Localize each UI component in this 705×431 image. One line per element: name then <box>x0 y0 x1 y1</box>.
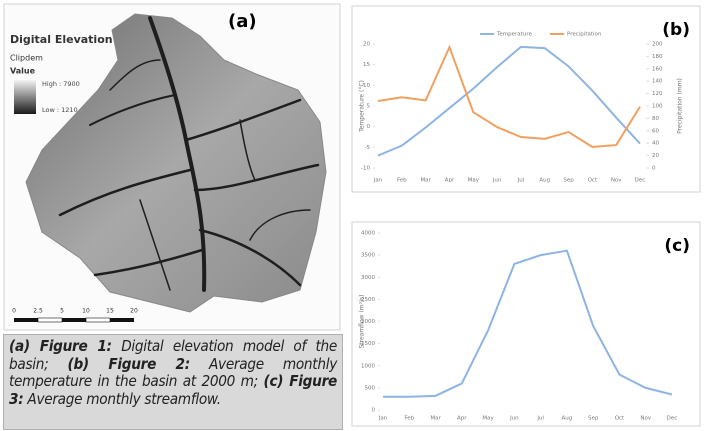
y-tick-label: 5 <box>367 104 371 110</box>
legend-label: Precipitation <box>567 32 602 38</box>
y-tick-label: 500 <box>365 385 376 391</box>
x-tick-label: Apr <box>457 416 467 422</box>
y2-tick-label: 180 <box>652 54 663 60</box>
caption-ref: (a) Figure 1: <box>9 337 112 355</box>
scale-label: 20 <box>130 308 138 315</box>
scale-label: 2.5 <box>33 308 43 315</box>
y-tick-label: 0 <box>367 124 371 130</box>
legend-low: Low : 1210 <box>42 106 78 114</box>
y-tick-label: 20 <box>363 42 370 48</box>
figure-page: (a) Digital Elevation Clipdem Value High… <box>0 0 705 431</box>
y-tick-label: 3500 <box>361 253 375 259</box>
y2-axis-title: Precipitation (mm) <box>677 78 684 134</box>
y-tick-label: -10 <box>361 166 370 172</box>
caption-ref: (b) Figure 2: <box>68 355 190 373</box>
x-tick-label: Feb <box>404 416 414 422</box>
x-tick-label: Aug <box>539 178 550 184</box>
scale-label: 0 <box>12 308 16 315</box>
x-tick-label: May <box>468 178 480 184</box>
y-tick-label: 1000 <box>361 363 375 369</box>
y-tick-label: 15 <box>363 62 370 68</box>
y2-tick-label: 140 <box>652 79 663 85</box>
x-tick-label: Sep <box>563 178 574 184</box>
legend-high: High : 7900 <box>42 80 80 88</box>
x-tick-label: Sep <box>588 416 599 422</box>
x-tick-label: Aug <box>562 416 573 422</box>
x-tick-label: Feb <box>397 178 407 184</box>
x-tick-label: Jul <box>536 416 544 422</box>
panel-label: (c) <box>664 236 690 256</box>
legend-label: Temperature <box>496 32 532 38</box>
legend-field: Value <box>10 67 36 76</box>
panel-label: (b) <box>662 20 690 40</box>
y-axis-title: Temperature (°C) <box>359 80 366 133</box>
x-tick-label: Oct <box>615 416 625 422</box>
y2-tick-label: 40 <box>652 141 659 147</box>
scale-label: 5 <box>60 308 64 315</box>
y2-tick-label: 80 <box>652 116 659 122</box>
scale-label: 15 <box>106 308 114 315</box>
legend-ramp <box>14 80 36 114</box>
panel-label: (a) <box>228 11 257 32</box>
caption: (a) Figure 1: Digital elevation model of… <box>3 334 343 430</box>
y2-tick-label: 20 <box>652 153 659 159</box>
y2-tick-label: 60 <box>652 128 659 134</box>
x-tick-label: Jan <box>378 416 388 422</box>
x-tick-label: Dec <box>635 178 646 184</box>
x-tick-label: Jun <box>492 178 502 184</box>
y-tick-label: 0 <box>372 408 376 414</box>
y2-tick-label: 100 <box>652 104 663 110</box>
panel-c-frame <box>352 222 700 426</box>
y-axis-title: Streamflow (m³/s) <box>359 294 366 348</box>
y2-tick-label: 0 <box>652 166 656 172</box>
x-tick-label: Apr <box>445 178 455 184</box>
legend-title: Digital Elevation <box>10 33 113 46</box>
x-tick-label: Jun <box>509 416 519 422</box>
x-tick-label: May <box>482 416 494 422</box>
y2-tick-label: 120 <box>652 91 663 97</box>
y-tick-label: -5 <box>365 145 371 151</box>
y-tick-label: 3000 <box>361 275 375 281</box>
y2-tick-label: 160 <box>652 66 663 72</box>
x-tick-label: Oct <box>588 178 598 184</box>
y2-tick-label: 200 <box>652 42 663 48</box>
scale-label: 10 <box>82 308 90 315</box>
x-tick-label: Dec <box>667 416 678 422</box>
legend-layer: Clipdem <box>10 54 43 63</box>
y-tick-label: 4000 <box>361 231 375 237</box>
x-tick-label: Mar <box>430 416 441 422</box>
x-tick-label: Mar <box>420 178 431 184</box>
x-tick-label: Nov <box>640 416 651 422</box>
caption-text: Average monthly streamflow. <box>27 390 220 408</box>
scale-bar <box>14 318 134 322</box>
x-tick-label: Jul <box>517 178 525 184</box>
x-tick-label: Jan <box>373 178 383 184</box>
x-tick-label: Nov <box>611 178 622 184</box>
